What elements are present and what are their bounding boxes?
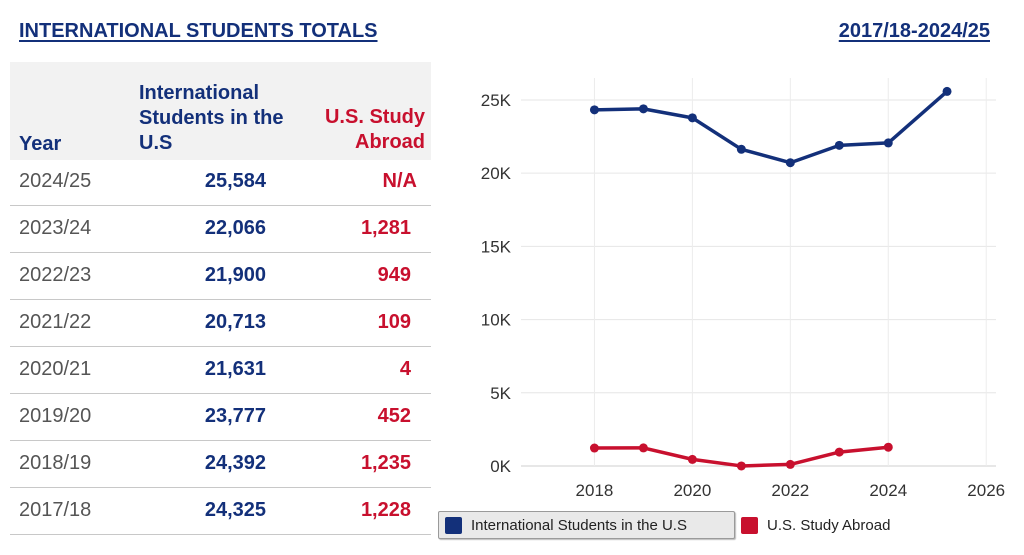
cell-international: 23,777 <box>204 405 266 427</box>
cell-abroad: N/A <box>382 170 417 192</box>
y-tick-label: 0K <box>490 457 511 476</box>
x-tick-label: 2018 <box>576 481 614 500</box>
cell-year: 2021/22 <box>19 311 92 333</box>
data-point-study-abroad <box>883 442 893 452</box>
data-point-study-abroad <box>736 461 746 471</box>
cell-year: 2023/24 <box>19 217 92 239</box>
cell-year: 2020/21 <box>19 358 92 380</box>
table-row: 2024/25 25,584 N/A <box>10 160 431 206</box>
data-point-study-abroad <box>589 443 599 453</box>
table-row: 2017/18 24,325 1,228 <box>10 488 431 535</box>
cell-abroad: 1,281 <box>360 217 411 239</box>
y-tick-label: 15K <box>481 237 512 256</box>
legend-item-study-abroad[interactable]: U.S. Study Abroad <box>735 511 898 539</box>
header-international-students: International Students in the U.S <box>139 82 284 154</box>
table-row: 2023/24 22,066 1,281 <box>10 206 431 253</box>
header-study-abroad: U.S. Study Abroad <box>325 105 425 155</box>
cell-abroad: 4 <box>399 358 411 380</box>
table-row: 2019/20 23,777 452 <box>10 394 431 441</box>
cell-abroad: 452 <box>377 405 411 427</box>
table-row: 2018/19 24,392 1,235 <box>10 441 431 488</box>
y-tick-label: 20K <box>481 164 512 183</box>
cell-international: 25,584 <box>204 170 266 192</box>
chart-legend: International Students in the U.S U.S. S… <box>438 511 898 539</box>
data-point-international <box>834 140 844 150</box>
y-tick-label: 5K <box>490 384 511 403</box>
data-point-study-abroad <box>785 459 795 469</box>
line-chart-svg: 0K 5K 10K 15K 20K 25K 2018 2020 2022 2024 2026 <box>481 78 1005 500</box>
cell-international: 21,631 <box>204 358 266 380</box>
legend-swatch-international <box>445 516 462 534</box>
y-tick-label: 25K <box>481 91 512 110</box>
cell-year: 2017/18 <box>19 499 92 521</box>
cell-year: 2018/19 <box>19 452 92 474</box>
data-point-international <box>687 113 697 123</box>
cell-abroad: 949 <box>377 264 411 286</box>
data-point-study-abroad <box>834 447 844 457</box>
page-title: INTERNATIONAL STUDENTS TOTALS <box>19 20 378 42</box>
data-point-international <box>942 86 952 96</box>
table-row: 2021/22 20,713 109 <box>10 300 431 347</box>
cell-year: 2022/23 <box>19 264 92 286</box>
cell-abroad: 1,228 <box>360 499 411 521</box>
x-tick-label: 2020 <box>673 481 711 500</box>
data-point-international <box>589 105 599 115</box>
cell-abroad: 1,235 <box>360 452 411 474</box>
data-point-international <box>736 144 746 154</box>
legend-label-study-abroad: U.S. Study Abroad <box>767 516 891 534</box>
cell-international: 21,900 <box>204 264 266 286</box>
legend-label-international: International Students in the U.S <box>471 516 687 534</box>
data-point-international <box>785 158 795 168</box>
legend-swatch-study-abroad <box>741 516 758 534</box>
x-tick-label: 2022 <box>771 481 809 500</box>
date-range-title: 2017/18-2024/25 <box>838 20 990 42</box>
x-tick-label: 2024 <box>869 481 907 500</box>
header-year: Year <box>19 133 62 155</box>
header-study-abroad-line2: Abroad <box>355 131 425 153</box>
data-point-international <box>883 138 893 148</box>
y-tick-label: 10K <box>481 311 512 330</box>
cell-international: 20,713 <box>204 311 266 333</box>
cell-year: 2024/25 <box>19 170 92 192</box>
totals-table: Year International Students in the U.S U… <box>10 62 431 535</box>
line-chart: 0K 5K 10K 15K 20K 25K 2018 2020 2022 2024 2026 <box>436 60 1011 515</box>
legend-item-international[interactable]: International Students in the U.S <box>438 511 735 539</box>
cell-international: 24,325 <box>204 499 266 521</box>
table-row: 2020/21 21,631 4 <box>10 347 431 394</box>
table-row: 2022/23 21,900 949 <box>10 253 431 300</box>
data-point-study-abroad <box>638 443 648 453</box>
cell-year: 2019/20 <box>19 405 92 427</box>
cell-international: 24,392 <box>204 452 266 474</box>
series-line-international <box>592 89 949 165</box>
data-point-study-abroad <box>687 454 697 464</box>
cell-abroad: 109 <box>377 311 411 333</box>
header-study-abroad-line1: U.S. Study <box>324 106 425 128</box>
x-tick-label: 2026 <box>967 481 1005 500</box>
cell-international: 22,066 <box>204 217 266 239</box>
table-header: Year International Students in the U.S U… <box>10 62 431 160</box>
data-point-international <box>638 104 648 114</box>
